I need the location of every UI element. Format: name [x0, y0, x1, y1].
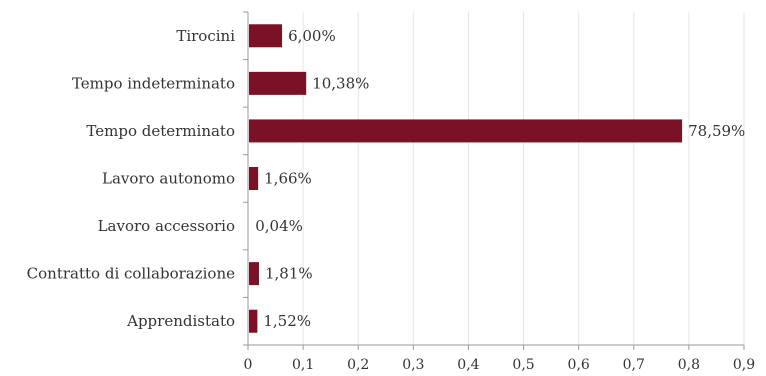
category-label: Tempo indeterminato: [72, 74, 235, 92]
x-tick-label: 0,8: [678, 357, 700, 373]
value-label: 6,00%: [288, 27, 336, 45]
value-label: 10,38%: [312, 74, 369, 92]
bars: [249, 24, 683, 333]
bar: [249, 119, 683, 143]
bar: [249, 24, 283, 48]
x-tick-label: 0,9: [733, 357, 755, 373]
x-tick-label: 0,4: [457, 357, 479, 373]
bar: [249, 309, 258, 333]
x-tick-label: 0: [244, 357, 253, 373]
x-tick-label: 0,5: [512, 357, 534, 373]
bar: [249, 71, 307, 95]
grid-lines: [302, 12, 745, 345]
value-label: 1,66%: [264, 170, 312, 188]
category-label: Tirocini: [176, 27, 235, 45]
labels: 0 0,1 0,2 0,3 0,4 0,5 0,6 0,7 0,8 0,9 Tirocini 6,00…: [27, 27, 755, 373]
value-label: 1,52%: [263, 312, 311, 330]
bar: [249, 262, 259, 286]
value-label: 78,59%: [688, 122, 745, 140]
value-label: 0,04%: [255, 217, 303, 235]
category-label: Apprendistato: [126, 312, 235, 330]
x-tick-label: 0,1: [292, 357, 314, 373]
category-label: Contratto di collaborazione: [27, 265, 235, 283]
value-label: 1,81%: [265, 265, 313, 283]
x-tick-label: 0,6: [568, 357, 590, 373]
category-label: Lavoro accessorio: [98, 217, 235, 235]
category-label: Tempo determinato: [86, 122, 235, 140]
category-label: Lavoro autonomo: [102, 170, 235, 188]
bar: [249, 167, 259, 190]
axes: [243, 11, 745, 350]
x-tick-label: 0,3: [402, 357, 424, 373]
x-tick-label: 0,7: [623, 357, 645, 373]
x-tick-label: 0,2: [347, 357, 369, 373]
